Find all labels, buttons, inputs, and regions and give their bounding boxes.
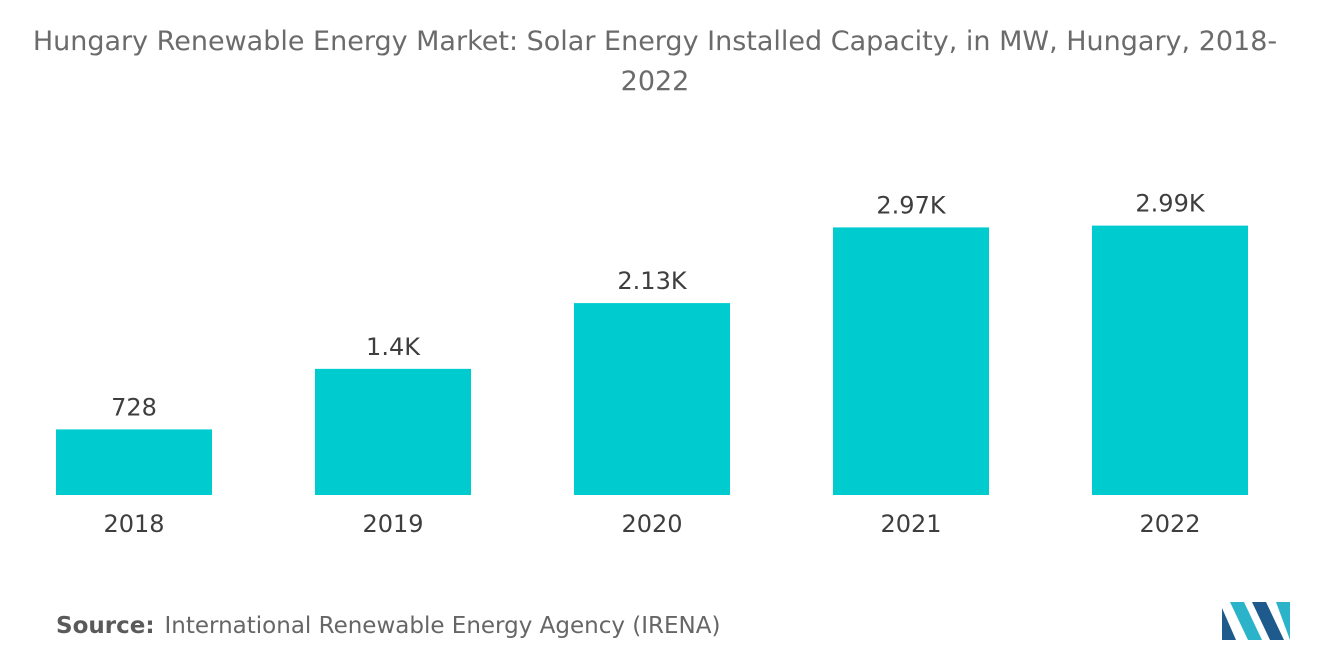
source-text: International Renewable Energy Agency (I… — [164, 613, 721, 639]
data-label-2022: 2.99K — [1135, 190, 1205, 218]
x-tick-label-2022: 2022 — [1139, 510, 1200, 538]
bar-2021 — [833, 227, 989, 495]
bar-2018 — [56, 429, 212, 495]
source-label: Source: — [56, 613, 155, 639]
mordor-intelligence-logo-icon — [1222, 602, 1290, 640]
x-tick-label-2021: 2021 — [880, 510, 941, 538]
chart-title: Hungary Renewable Energy Market: Solar E… — [32, 26, 1278, 97]
data-label-2021: 2.97K — [876, 191, 946, 219]
bars-group — [56, 225, 1248, 495]
bar-2020 — [574, 303, 730, 495]
data-label-2018: 728 — [111, 393, 157, 421]
source-note: Source: International Renewable Energy Ag… — [56, 613, 720, 639]
x-tick-label-2020: 2020 — [621, 510, 682, 538]
data-label-2020: 2.13K — [617, 267, 687, 295]
x-tick-label-2019: 2019 — [362, 510, 423, 538]
x-tick-label-2018: 2018 — [103, 510, 164, 538]
x-axis-ticks-group: 2018 2019 2020 2021 2022 — [103, 510, 1200, 538]
data-label-2019: 1.4K — [366, 333, 421, 361]
data-labels-group: 728 1.4K 2.13K 2.97K 2.99K — [111, 190, 1206, 422]
bar-2019 — [315, 368, 471, 495]
bar-2022 — [1092, 225, 1248, 495]
